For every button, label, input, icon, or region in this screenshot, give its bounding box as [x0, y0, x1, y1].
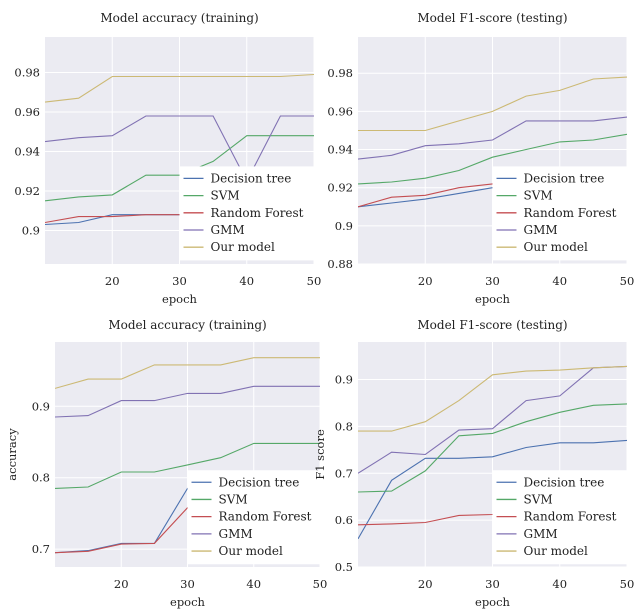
legend-label: Decision tree [219, 475, 300, 489]
x-tick-label: 40 [552, 274, 567, 288]
x-axis-label: epoch [170, 595, 206, 609]
series-line-our-model [358, 76, 627, 132]
x-tick-label: 40 [239, 274, 254, 288]
series-line-svm [358, 133, 627, 185]
legend-label: GMM [524, 223, 558, 237]
y-tick-label: 0.98 [14, 66, 40, 80]
legend-label: Random Forest [219, 510, 312, 524]
y-tick-label: 0.88 [327, 257, 353, 271]
x-axis-label: epoch [475, 292, 511, 306]
legend-label: Random Forest [524, 206, 617, 220]
legend-label: GMM [524, 527, 558, 541]
y-tick-label: 0.9 [22, 223, 40, 237]
y-tick-label: 0.9 [335, 219, 353, 233]
x-tick-label: 40 [552, 577, 567, 591]
legend: Decision tree SVM Random Forest GMM Our mode… [179, 166, 322, 261]
series-line-gmm [358, 116, 627, 160]
legend-label: Random Forest [211, 206, 304, 220]
series-line-our-model [358, 365, 627, 432]
y-tick-label: 0.9 [335, 373, 353, 387]
y-tick-label: 0.96 [327, 104, 353, 118]
x-tick-label: 20 [418, 577, 433, 591]
legend-label: Random Forest [524, 510, 617, 524]
y-tick-label: 0.96 [14, 105, 40, 119]
legend: Decision tree SVM Random Forest GMM Our mode… [492, 166, 634, 261]
y-axis-label: F1 score [313, 429, 327, 480]
x-tick-label: 30 [180, 577, 195, 591]
x-tick-label: 30 [485, 577, 500, 591]
legend-label: GMM [219, 527, 253, 541]
x-tick-label: 50 [620, 577, 634, 591]
y-tick-label: 0.5 [335, 560, 353, 574]
y-tick-label: 0.7 [32, 542, 50, 556]
y-tick-label: 0.8 [32, 471, 50, 485]
chart-panel-2: Model F1-score (testing) 20 30 40 50 0.88 0.9 0… [327, 11, 634, 306]
chart-panel-3: Model accuracy (training) 20 30 40 50 0.7 0.8 0… [5, 318, 330, 609]
legend-label: SVM [211, 189, 240, 203]
series-line-decision-tree [358, 439, 627, 540]
y-tick-label: 0.92 [14, 184, 40, 198]
chart-title: Model accuracy (training) [100, 11, 258, 25]
legend-label: Decision tree [211, 171, 292, 185]
legend-label: Decision tree [524, 475, 605, 489]
x-axis-label: epoch [162, 292, 198, 306]
y-tick-label: 0.94 [14, 144, 40, 158]
x-axis-label: epoch [475, 595, 511, 609]
y-tick-label: 0.92 [327, 181, 353, 195]
series-line-gmm [55, 385, 320, 418]
x-tick-label: 30 [172, 274, 187, 288]
x-tick-label: 30 [485, 274, 500, 288]
series-line-our-model [55, 357, 320, 389]
x-tick-label: 20 [114, 577, 129, 591]
legend: Decision tree SVM Random Forest GMM Our mode… [492, 470, 634, 565]
x-tick-label: 50 [620, 274, 634, 288]
chart-title: Model F1-score (testing) [417, 318, 567, 332]
chart-panel-4: Model F1-score (testing) 20 30 40 50 0.5 0.6 0.… [313, 318, 634, 609]
legend-label: SVM [219, 492, 248, 506]
series-line-svm [55, 442, 320, 489]
y-tick-label: 0.94 [327, 143, 353, 157]
legend-label: Our model [524, 240, 589, 254]
series-line-gmm [45, 115, 314, 183]
series-line-svm [358, 403, 627, 493]
legend-label: SVM [524, 492, 553, 506]
x-tick-label: 50 [313, 577, 328, 591]
x-tick-label: 40 [246, 577, 261, 591]
legend: Decision tree SVM Random Forest GMM Our mode… [187, 470, 330, 565]
x-tick-label: 20 [105, 274, 120, 288]
legend-label: Our model [524, 544, 589, 558]
x-tick-label: 20 [418, 274, 433, 288]
legend-label: SVM [524, 189, 553, 203]
legend-label: Our model [211, 240, 276, 254]
y-axis-label: accuracy [5, 428, 19, 481]
legend-label: GMM [211, 223, 245, 237]
series-line-our-model [45, 73, 314, 103]
legend-label: Decision tree [524, 171, 605, 185]
series-line-gmm [358, 365, 627, 474]
legend-label: Our model [219, 544, 284, 558]
y-tick-label: 0.9 [32, 399, 50, 413]
y-tick-label: 0.8 [335, 419, 353, 433]
x-tick-label: 50 [307, 274, 322, 288]
y-tick-label: 0.7 [335, 466, 353, 480]
y-tick-label: 0.6 [335, 513, 353, 527]
y-tick-label: 0.98 [327, 66, 353, 80]
chart-panel-1: Model accuracy (training) 20 30 40 50 0.9 0.92… [14, 11, 322, 306]
chart-title: Model accuracy (training) [108, 318, 266, 332]
chart-title: Model F1-score (testing) [417, 11, 567, 25]
